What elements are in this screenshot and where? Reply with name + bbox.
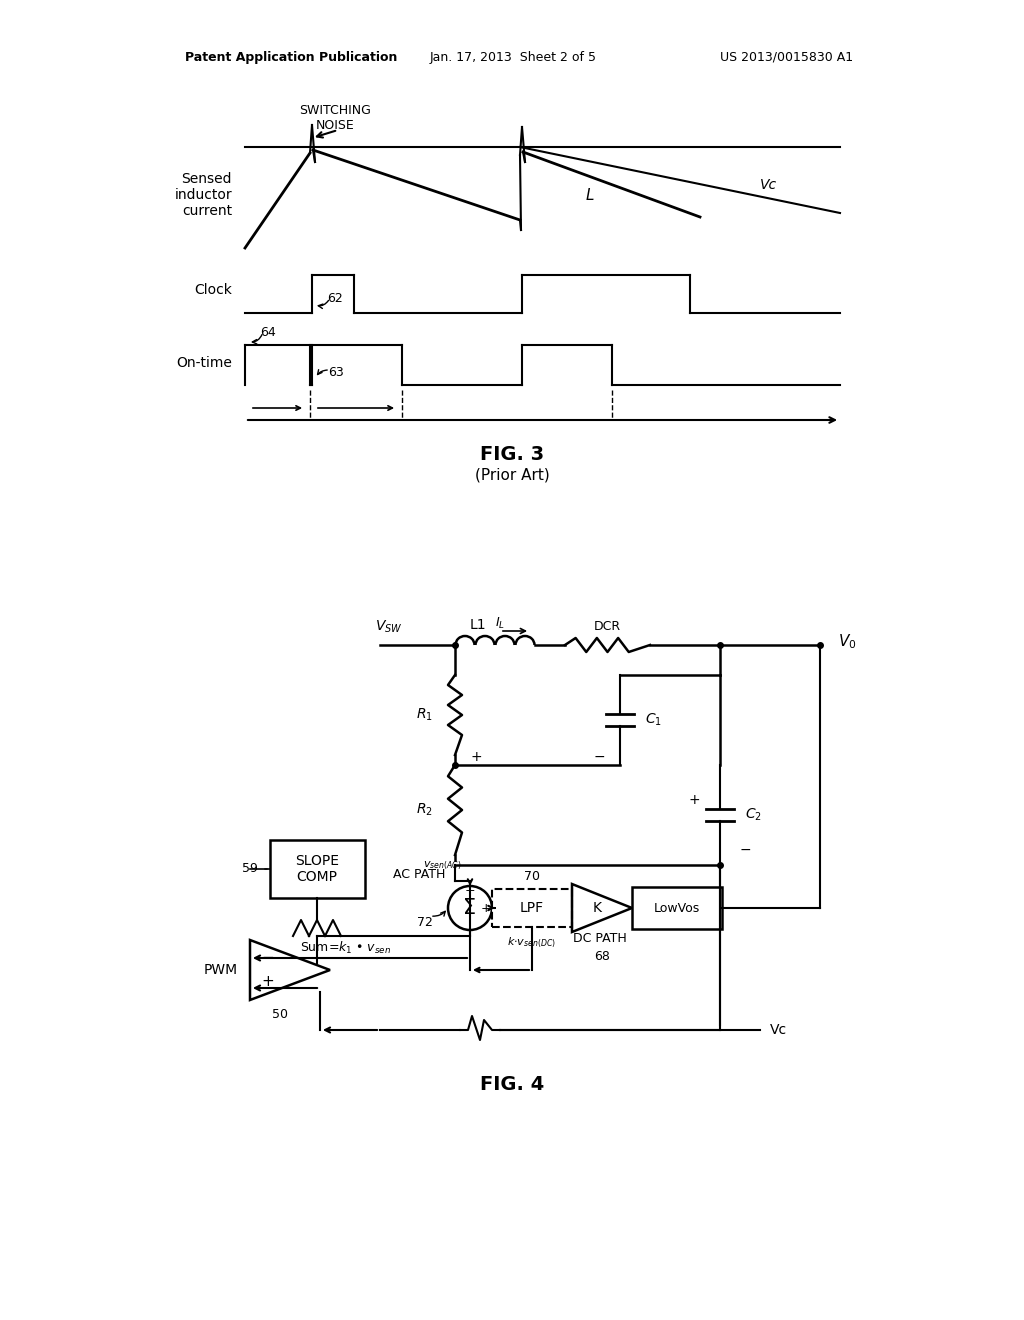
Text: +: + xyxy=(480,902,492,915)
Text: On-time: On-time xyxy=(176,356,232,370)
Text: $C_1$: $C_1$ xyxy=(645,711,662,729)
Text: $I_L$: $I_L$ xyxy=(495,615,505,631)
Text: Vc: Vc xyxy=(760,178,777,191)
Text: K: K xyxy=(593,902,601,915)
Text: Jan. 17, 2013  Sheet 2 of 5: Jan. 17, 2013 Sheet 2 of 5 xyxy=(430,50,597,63)
Text: FIG. 3: FIG. 3 xyxy=(480,446,544,465)
Text: AC PATH: AC PATH xyxy=(392,869,445,882)
Text: Vc: Vc xyxy=(770,1023,787,1038)
Text: −: − xyxy=(593,750,605,764)
Text: 68: 68 xyxy=(594,949,610,962)
Text: Patent Application Publication: Patent Application Publication xyxy=(185,50,397,63)
Text: PWM: PWM xyxy=(204,964,238,977)
Text: $k{\cdot}v_{sen(DC)}$: $k{\cdot}v_{sen(DC)}$ xyxy=(508,936,557,950)
Text: L: L xyxy=(586,187,594,202)
Text: Σ: Σ xyxy=(464,898,476,917)
Text: +: + xyxy=(470,750,481,764)
Text: $v_{sen(AC)}$: $v_{sen(AC)}$ xyxy=(424,859,462,873)
Text: DCR: DCR xyxy=(594,620,621,634)
Text: +: + xyxy=(261,974,274,990)
Text: $C_2$: $C_2$ xyxy=(745,807,762,824)
Text: 72: 72 xyxy=(417,916,433,928)
Text: 64: 64 xyxy=(260,326,275,339)
Bar xyxy=(632,887,722,929)
Text: L1: L1 xyxy=(470,618,486,632)
Text: 59: 59 xyxy=(242,862,258,875)
Text: $R_1$: $R_1$ xyxy=(416,706,433,723)
Text: 70: 70 xyxy=(524,870,540,883)
Text: (Prior Art): (Prior Art) xyxy=(475,467,549,483)
Bar xyxy=(270,840,365,898)
Text: Clock: Clock xyxy=(195,282,232,297)
Text: DC PATH: DC PATH xyxy=(573,932,627,945)
Text: Sum=$k_1$ • $v_{sen}$: Sum=$k_1$ • $v_{sen}$ xyxy=(300,940,391,956)
Text: 62: 62 xyxy=(327,292,343,305)
Text: US 2013/0015830 A1: US 2013/0015830 A1 xyxy=(720,50,853,63)
Text: +: + xyxy=(465,884,475,898)
Text: SLOPE
COMP: SLOPE COMP xyxy=(295,854,339,884)
Bar xyxy=(492,888,572,927)
Text: Sensed
inductor
current: Sensed inductor current xyxy=(174,172,232,218)
Text: −: − xyxy=(261,950,274,965)
Text: $R_2$: $R_2$ xyxy=(416,801,433,818)
Text: SWITCHING
NOISE: SWITCHING NOISE xyxy=(299,104,371,132)
Text: $V_{SW}$: $V_{SW}$ xyxy=(375,619,402,635)
Text: FIG. 4: FIG. 4 xyxy=(480,1076,544,1094)
Text: LowVos: LowVos xyxy=(654,902,700,915)
Text: +: + xyxy=(688,793,700,807)
Text: 50: 50 xyxy=(272,1008,288,1022)
Text: 63: 63 xyxy=(328,366,344,379)
Text: $V_0$: $V_0$ xyxy=(838,632,856,651)
Text: −: − xyxy=(740,843,752,857)
Text: LPF: LPF xyxy=(520,902,544,915)
